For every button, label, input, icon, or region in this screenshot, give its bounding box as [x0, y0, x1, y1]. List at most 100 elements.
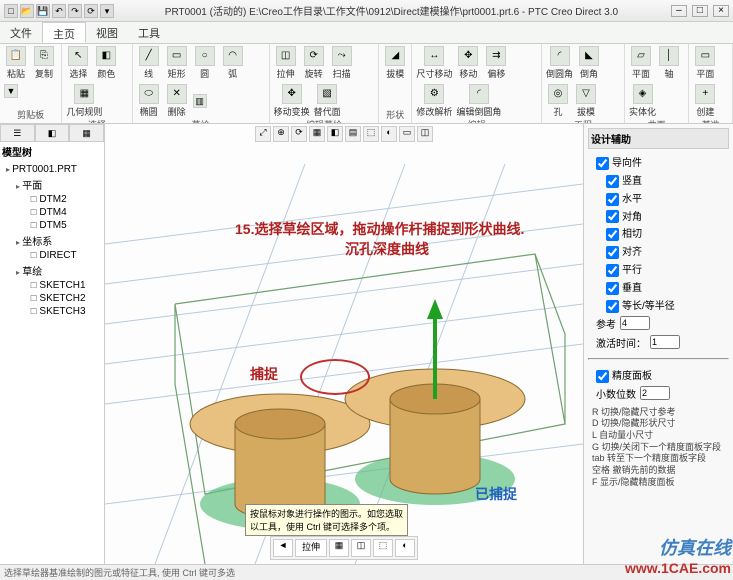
tree-leaf[interactable]: SKETCH1 [2, 279, 102, 292]
qat-open-icon[interactable]: 📂 [20, 4, 34, 18]
tab-home[interactable]: 主页 [42, 22, 86, 43]
ribbon-btn-矩形[interactable]: ▭矩形 [165, 46, 189, 80]
guide-check[interactable] [606, 193, 619, 206]
watermark-logo: 仿真在线 [659, 534, 731, 560]
view-tool-icon[interactable]: ⟳ [291, 126, 307, 142]
view-tool-icon[interactable]: ▭ [399, 126, 415, 142]
ribbon-btn-替代面[interactable]: ▧替代面 [314, 84, 341, 118]
ribbon-btn-平面[interactable]: ▱平面 [629, 46, 653, 80]
view-tool-icon[interactable]: ⬚ [363, 126, 379, 142]
tab-view[interactable]: 视图 [86, 22, 128, 43]
tree-root[interactable]: PRT0001.PRT [2, 163, 102, 176]
tree-leaf[interactable]: SKETCH2 [2, 292, 102, 305]
guide-check[interactable] [606, 300, 619, 313]
ribbon-btn-拔模[interactable]: ▽拔模 [574, 84, 598, 118]
decimals-input[interactable] [640, 386, 670, 400]
tree-tab-2[interactable]: ◧ [35, 124, 70, 142]
ribbon-btn-弧[interactable]: ◠弧 [221, 46, 245, 80]
ribbon-btn-实体化[interactable]: ◈实体化 [629, 84, 656, 118]
bb-label[interactable]: 拉伸 [295, 539, 327, 557]
circle-label: 捕捉 [250, 364, 278, 384]
view-tool-icon[interactable]: ◫ [417, 126, 433, 142]
ribbon-btn-选择[interactable]: ↖选择 [66, 46, 90, 80]
view-tool-icon[interactable]: ◐ [381, 126, 397, 142]
ribbon-btn-尺寸移动[interactable]: ↔尺寸移动 [416, 46, 452, 80]
ribbon-btn-移动[interactable]: ✥移动 [456, 46, 480, 80]
window-title: PRT0001 (活动的) E:\Creo工作目录\工作文件\0912\Dire… [114, 3, 669, 18]
ribbon-btn-icon[interactable]: ▼ [4, 84, 28, 98]
maximize-button[interactable]: □ [692, 5, 708, 17]
ribbon-btn-移动变换[interactable]: ✥移动变换 [274, 84, 310, 118]
tree-leaf[interactable]: DTM5 [2, 219, 102, 232]
tooltip: 按鼠标对象进行操作的图示。如您选取 以工具，使用 Ctrl 键可选择多个项。 [245, 504, 408, 536]
bb-icon-4[interactable]: ◐ [395, 539, 415, 557]
ribbon-btn-拉伸[interactable]: ◫拉伸 [274, 46, 298, 80]
guide-check[interactable] [606, 175, 619, 188]
qat-save-icon[interactable]: 💾 [36, 4, 50, 18]
tree-node[interactable]: 草绘 [2, 262, 102, 279]
ribbon-btn-倒角[interactable]: ◣倒角 [577, 46, 601, 80]
ribbon-btn-倒圆角[interactable]: ◜倒圆角 [546, 46, 573, 80]
tree-leaf[interactable]: SKETCH3 [2, 305, 102, 318]
ribbon-btn-扫描[interactable]: ⤳扫描 [330, 46, 354, 80]
guide-check[interactable] [606, 228, 619, 241]
view-tool-icon[interactable]: ⤢ [255, 126, 271, 142]
guide-check[interactable] [606, 264, 619, 277]
view-tool-icon[interactable]: ▦ [309, 126, 325, 142]
ribbon-btn-粘贴[interactable]: 📋粘贴 [4, 46, 28, 80]
guide-check[interactable] [606, 246, 619, 259]
ribbon-btn-icon[interactable]: ▥ [193, 84, 217, 118]
minimize-button[interactable]: – [671, 5, 687, 17]
view-tool-icon[interactable]: ▤ [345, 126, 361, 142]
close-button[interactable]: × [713, 5, 729, 17]
view-tool-icon[interactable]: ◧ [327, 126, 343, 142]
ribbon-btn-线[interactable]: ╱线 [137, 46, 161, 80]
group-label: 剪贴板 [4, 108, 57, 121]
guide-group-check[interactable] [596, 157, 609, 170]
qat-new-icon[interactable]: □ [4, 4, 18, 18]
ribbon-btn-轴[interactable]: │轴 [657, 46, 681, 80]
tree-leaf[interactable]: DTM2 [2, 193, 102, 206]
ribbon-btn-旋转[interactable]: ⟳旋转 [302, 46, 326, 80]
precision-check[interactable] [596, 370, 609, 383]
ribbon-btn-修改解析[interactable]: ⚙修改解析 [416, 84, 452, 118]
bb-icon-3[interactable]: ⬚ [373, 539, 393, 557]
qat-dropdown-icon[interactable]: ▾ [100, 4, 114, 18]
ribbon-btn-圆[interactable]: ○圆 [193, 46, 217, 80]
ribbon-btn-颜色[interactable]: ◧颜色 [94, 46, 118, 80]
bb-prev-icon[interactable]: ◄ [273, 539, 293, 557]
ribbon-btn-平面[interactable]: ▭平面 [693, 46, 717, 80]
delay-input[interactable] [650, 335, 680, 349]
annotation-red-2: 沉孔深度曲线 [345, 239, 429, 259]
view-tool-icon[interactable]: ⊕ [273, 126, 289, 142]
bb-icon-2[interactable]: ◫ [351, 539, 371, 557]
ribbon: 📋粘贴⎘复制▼剪贴板↖选择◧颜色▦几何规则选择╱线▭矩形○圆◠弧⬭椭圆✕删除▥草… [0, 44, 733, 124]
tree-leaf[interactable]: DTM4 [2, 206, 102, 219]
ribbon-btn-椭圆[interactable]: ⬭椭圆 [137, 84, 161, 118]
menu-tabs: 文件 主页 视图 工具 [0, 22, 733, 44]
ribbon-btn-编辑倒圆角[interactable]: ◜编辑倒圆角 [456, 84, 501, 118]
tab-file[interactable]: 文件 [0, 22, 42, 43]
tree-node[interactable]: 平面 [2, 176, 102, 193]
qat-regen-icon[interactable]: ⟳ [84, 4, 98, 18]
capture-circle [300, 359, 370, 395]
ribbon-btn-拔模[interactable]: ◢拔模 [383, 46, 407, 80]
tree-node[interactable]: 坐标系 [2, 232, 102, 249]
ribbon-btn-复制[interactable]: ⎘复制 [32, 46, 56, 80]
tree-tab-1[interactable]: ☰ [0, 124, 35, 142]
tab-tools[interactable]: 工具 [128, 22, 170, 43]
ribbon-btn-偏移[interactable]: ⇉偏移 [484, 46, 508, 80]
qat-redo-icon[interactable]: ↷ [68, 4, 82, 18]
tree-leaf[interactable]: DIRECT [2, 249, 102, 262]
ribbon-btn-删除[interactable]: ✕删除 [165, 84, 189, 118]
ribbon-btn-孔[interactable]: ◎孔 [546, 84, 570, 118]
guide-check[interactable] [606, 210, 619, 223]
viewport[interactable]: ⤢⊕⟳▦◧▤⬚◐▭◫ 15.选择草绘区域，拖动操作杆捕捉到形状曲线. 沉孔深度曲… [105, 124, 583, 564]
ribbon-btn-几何规则[interactable]: ▦几何规则 [66, 84, 102, 118]
qat-undo-icon[interactable]: ↶ [52, 4, 66, 18]
tree-tab-3[interactable]: ▦ [69, 124, 104, 142]
bb-icon-1[interactable]: ▦ [329, 539, 349, 557]
guide-check[interactable] [606, 282, 619, 295]
ribbon-btn-创建[interactable]: +创建 [693, 84, 717, 118]
ref-input[interactable] [620, 316, 650, 330]
